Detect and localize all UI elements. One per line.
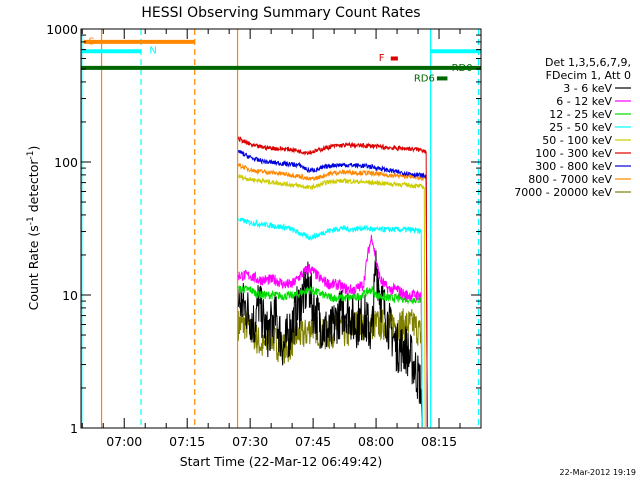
x-axis: 07:00 07:15 07:30 07:45 08:00 08:15	[81, 29, 482, 449]
series-line-4	[238, 173, 426, 427]
legend-label-4: 50 - 100 keV	[542, 134, 612, 147]
x-tick-label-2: 07:30	[232, 434, 268, 449]
annotation-4: RD6	[414, 74, 435, 85]
annotation-3: RD0	[452, 63, 473, 74]
legend-label-7: 800 - 7000 keV	[528, 173, 612, 186]
y-axis-label-main: Count Rate (s	[26, 225, 41, 310]
series-line-5	[237, 135, 428, 427]
y-axis-label-sup1: -1	[26, 216, 36, 225]
x-axis-label: Start Time (22-Mar-12 06:49:42)	[180, 454, 383, 469]
y-tick-label-3: 1000	[46, 22, 78, 37]
series-line-3	[237, 217, 423, 427]
plot-area: S N F RD0 RD6	[81, 29, 481, 428]
legend-label-8: 7000 - 20000 keV	[514, 186, 612, 199]
legend-header-2: FDecim 1, Att 0	[546, 69, 631, 82]
annotation-2: F	[379, 53, 385, 64]
legend-label-1: 6 - 12 keV	[556, 95, 612, 108]
x-tick-label-4: 08:00	[358, 434, 394, 449]
y-axis-label-mid: detector	[26, 159, 41, 217]
y-axis-label-sup2: -1	[26, 151, 36, 160]
legend-label-3: 25 - 50 keV	[549, 121, 612, 134]
legend-label-2: 12 - 25 keV	[549, 108, 612, 121]
legend: Det 1,3,5,6,7,9, FDecim 1, Att 0 3 - 6 k…	[514, 56, 631, 199]
series-line-7	[237, 163, 428, 427]
y-axis-label-end: )	[26, 146, 41, 151]
annotation-0: S	[89, 36, 95, 47]
x-tick-label-3: 07:45	[295, 434, 331, 449]
y-tick-label-2: 100	[54, 155, 78, 170]
x-tick-label-0: 07:00	[106, 434, 142, 449]
y-axis: 1 10 100 1000	[46, 22, 481, 436]
legend-label-5: 100 - 300 keV	[535, 147, 612, 160]
x-tick-label-1: 07:15	[169, 434, 205, 449]
y-tick-label-0: 1	[70, 421, 78, 436]
plot-frame	[80, 28, 482, 429]
legend-label-0: 3 - 6 keV	[563, 82, 612, 95]
annotation-1: N	[149, 46, 156, 57]
series-line-2	[237, 285, 423, 427]
plot-content: S N F RD0 RD6	[81, 29, 481, 428]
legend-label-6: 300 - 800 keV	[535, 160, 612, 173]
series-line-1	[237, 234, 423, 427]
chart-title: HESSI Observing Summary Count Rates	[141, 5, 420, 21]
y-tick-label-1: 10	[62, 288, 78, 303]
series-line-0	[237, 250, 423, 427]
series-line-6	[237, 149, 428, 427]
legend-header-1: Det 1,3,5,6,7,9,	[545, 56, 631, 69]
y-axis-label: Count Rate (s-1 detector-1)	[26, 146, 41, 311]
footer-timestamp: 22-Mar-2012 19:19	[560, 468, 637, 477]
x-tick-label-5: 08:15	[421, 434, 457, 449]
